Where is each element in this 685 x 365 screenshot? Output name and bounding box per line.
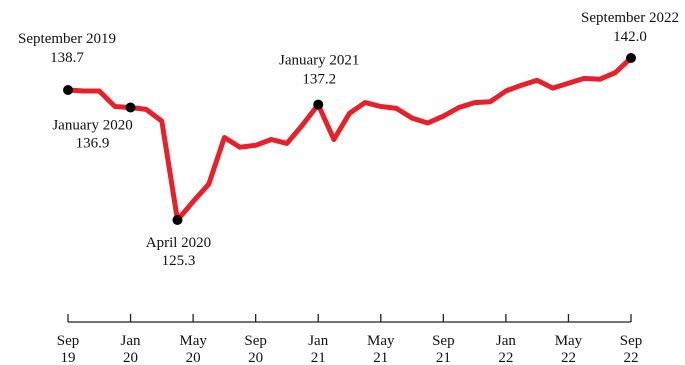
annotation-date-label: September 2022 xyxy=(581,10,679,26)
data-point-marker xyxy=(626,53,636,63)
x-tick-label-month: May xyxy=(179,333,207,349)
x-tick-label-year: 22 xyxy=(624,350,639,365)
x-tick-label-month: Jan xyxy=(308,333,328,349)
x-tick-label-month: May xyxy=(555,333,583,349)
x-axis: Sep19Jan20May20Sep20Jan21May21Sep21Jan22… xyxy=(57,314,643,365)
annotation-value-label: 137.2 xyxy=(302,72,336,88)
data-point-marker xyxy=(63,85,73,96)
x-tick-label-year: 20 xyxy=(248,350,263,365)
x-tick-label-month: Sep xyxy=(432,333,455,349)
x-tick-label-year: 20 xyxy=(123,350,138,365)
annotation-date-label: January 2020 xyxy=(52,117,132,133)
x-tick-label-month: Sep xyxy=(244,333,267,349)
x-tick-label-year: 22 xyxy=(561,350,576,365)
annotation-value-label: 136.9 xyxy=(76,135,110,151)
annotation-date-label: September 2019 xyxy=(18,31,116,47)
x-tick-label-year: 21 xyxy=(373,350,388,365)
data-point-marker xyxy=(125,102,136,113)
x-tick-label-month: May xyxy=(367,333,395,349)
data-point-marker xyxy=(313,99,324,110)
annotation-value-label: 142.0 xyxy=(613,29,647,45)
x-tick-label-month: Jan xyxy=(121,333,141,349)
x-tick-label-year: 21 xyxy=(311,350,326,365)
annotations-group: September 2019 138.7 January 2020 136.9 Apri… xyxy=(18,10,679,269)
x-tick-label-month: Sep xyxy=(620,333,643,349)
data-point-marker xyxy=(172,215,183,225)
annotation-value-label: 138.7 xyxy=(50,50,84,66)
x-tick-label-year: 19 xyxy=(61,350,76,365)
series-line-group xyxy=(65,55,634,223)
x-tick-label-year: 22 xyxy=(498,350,513,365)
x-tick-label-month: Sep xyxy=(57,333,80,349)
annotation-value-label: 125.3 xyxy=(162,253,196,269)
x-tick-label-month: Jan xyxy=(496,333,516,349)
x-tick-label-year: 20 xyxy=(186,350,201,365)
series-line xyxy=(65,55,634,223)
x-tick-label-year: 21 xyxy=(436,350,451,365)
annotation-date-label: April 2020 xyxy=(146,235,211,251)
annotation-date-label: January 2021 xyxy=(279,53,359,69)
markers-group xyxy=(63,53,636,225)
